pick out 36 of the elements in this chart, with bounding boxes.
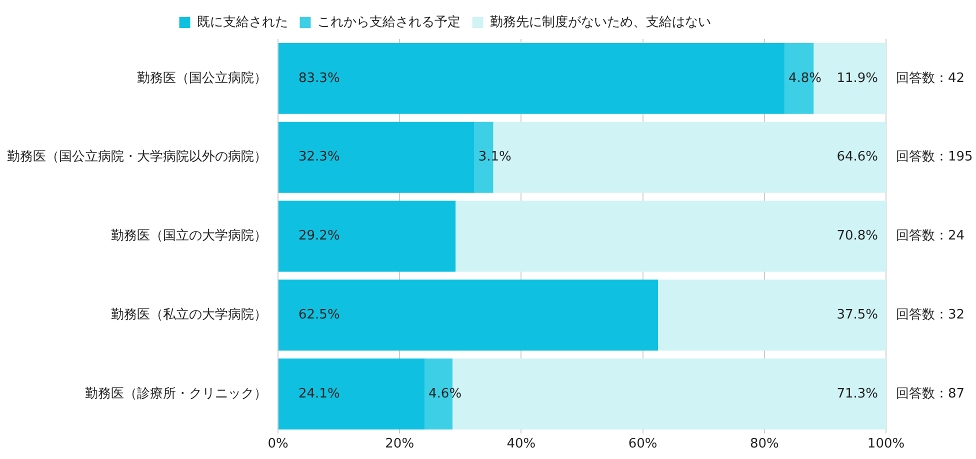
legend-label: これから支給される予定 — [317, 14, 460, 30]
data-label: 64.6% — [836, 150, 878, 165]
data-label: 24.1% — [298, 386, 340, 402]
text: 回答数：24 — [896, 228, 965, 244]
data-label: 71.3% — [836, 386, 878, 402]
data-label: 70.8% — [836, 228, 878, 244]
y-tick-label: 勤務医（私立の大学病院） — [111, 306, 267, 322]
bar — [278, 200, 456, 272]
data-label: 29.2% — [298, 228, 340, 244]
text: 回答数：87 — [896, 386, 965, 402]
x-tick-label: 100% — [867, 436, 905, 452]
x-tick-label: 0% — [268, 436, 288, 452]
x-tick-label: 60% — [628, 436, 658, 452]
text: 回答数：42 — [896, 70, 965, 86]
x-tick-label: 20% — [385, 436, 414, 452]
bar — [278, 42, 784, 114]
bar — [658, 280, 886, 351]
text: 回答数：195 — [896, 150, 973, 165]
y-tick-label: 勤務医（国立の大学病院） — [111, 228, 267, 244]
data-label: 62.5% — [298, 307, 340, 322]
y-tick-label: 勤務医（診療所・クリニック） — [85, 386, 267, 402]
y-tick-label: 勤務医（国公立病院・大学病院以外の病院） — [7, 148, 267, 165]
bar — [278, 358, 425, 430]
text: 回答数：32 — [896, 307, 965, 322]
x-tick-label: 80% — [750, 436, 779, 452]
data-label: 83.3% — [298, 70, 340, 86]
data-label: 32.3% — [298, 150, 340, 165]
y-tick-label: 勤務医（国公立病院） — [137, 70, 267, 86]
data-label: 11.9% — [836, 70, 878, 86]
bar — [456, 200, 886, 272]
legend-label: 既に支給された — [196, 14, 288, 30]
data-label: 37.5% — [836, 307, 878, 322]
x-tick-label: 40% — [506, 436, 536, 452]
bar — [278, 122, 474, 193]
legend-label: 勤務先に制度がないため、支給はない — [490, 14, 711, 30]
bar — [278, 280, 658, 351]
